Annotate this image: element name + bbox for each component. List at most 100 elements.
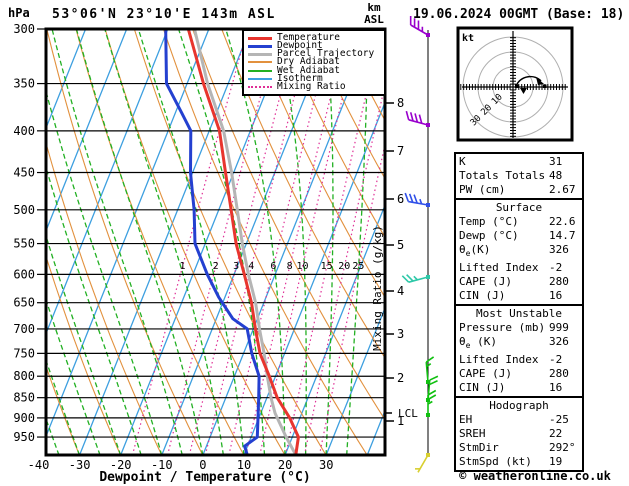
km-tick-label: 4 [397,284,404,298]
table-row-label: CAPE (J) [459,367,512,381]
pressure-tick-label: 600 [13,267,35,281]
dry-adiabat-line [46,364,81,455]
pressure-tick-label: 700 [13,322,35,336]
hodograph-marker [543,84,547,88]
pressure-tick-label: 900 [13,411,35,425]
temp-tick-label: -30 [69,458,91,472]
plot-border [44,27,387,457]
lcl-label: LCL [398,407,418,420]
asl-label: ASL [364,13,384,26]
pressure-tick-label: 300 [13,22,35,36]
dry-adiabat-line [308,29,385,180]
wet-adiabat-line [178,30,266,455]
table-row-value: 22.6 [549,215,576,228]
table-row: CAPE (J) 280 [459,367,579,381]
legend-item: Parcel Trajectory [248,49,384,59]
mixing-ratio-line [259,29,360,455]
table-row-label: CIN (J) [459,381,506,395]
table-row-value: 326 [549,335,569,349]
skewt-background: 1 2 3 4 6 8 10 15 20 25 [0,29,385,455]
table-row-value: 2.67 [549,183,576,196]
mixing-ratio-line [245,29,348,455]
wind-barb-full-tick [418,114,423,124]
km-tick-label: 8 [397,96,404,110]
wind-barb [409,16,430,37]
table-row-value: 280 [549,367,569,381]
legend-item: Mixing Ratio [248,82,384,91]
km-tick-label: 6 [397,192,404,206]
table-row: θe(K) 326 [459,243,579,261]
table-row-label: CAPE (J) [459,275,512,289]
legend-item: Wet Adiabat [248,65,384,75]
table-row-value: 16 [549,289,563,303]
isotherm-line [46,29,87,130]
table-row-label: CIN (J) [459,289,506,303]
pressure-tick-label: 400 [13,124,35,138]
wind-barb-full-tick [413,194,418,204]
wind-barb-staff [425,362,429,383]
wind-barb-half-tick [419,198,423,205]
isotherm-line [161,29,333,455]
mixing-ratio-tick-label: 8 [287,261,293,272]
km-label: km [367,1,381,14]
table-row: Dewp (°C) 14.7 [459,229,579,243]
dry-adiabat-line [279,29,385,239]
table-row-label: SREH [459,427,486,441]
table-row: PW (cm) 2.67 [459,183,579,197]
footer-credit: © weatheronline.co.uk [459,469,611,483]
temperature-curve [186,29,300,455]
pressure-axis-unit: hPa [8,6,30,20]
table-row-value: 280 [549,275,569,289]
hodograph-marker [520,88,527,94]
km-tick-label: 3 [397,327,404,341]
wind-barb-full-tick [409,112,414,122]
table-row-label: Totals Totals [459,169,546,182]
mixing-ratio-tick-label: 20 [338,261,350,272]
isotherm-line [0,29,3,455]
wind-barb-full-tick [406,274,414,282]
table-title: Most Unstable [475,307,563,321]
table-row-value: 999 [549,321,569,335]
table-row-label: K [459,155,466,168]
table-row-value: 31 [549,155,563,168]
table-row: Temp (°C) 22.6 [459,215,579,229]
wind-barb-full-tick [429,375,439,381]
wind-barb-full-tick [427,389,437,396]
km-tick-label: 7 [397,144,404,158]
wind-barb-full-tick [401,275,410,283]
temp-tick-label: 10 [237,458,251,472]
isotherm-line [46,29,128,233]
legend-item: Isotherm [248,74,384,83]
km-tick-label: 1 [397,414,404,428]
pressure-tick-label: 850 [13,391,35,405]
wind-barb-staff [410,24,429,36]
table-row-label: Temp (°C) [459,215,519,228]
mixing-ratio-line [166,29,280,455]
temp-tick-label: -40 [28,458,50,472]
wind-barb [401,274,430,283]
pressure-tick-label: 750 [13,346,35,360]
pressure-tick-label: 950 [13,430,35,444]
wet-adiabat-line [46,233,122,455]
temp-tick-label: 30 [319,458,333,472]
table-row-value: 16 [549,381,563,395]
dry-adiabat-line [250,29,385,299]
wind-barb-column [401,16,439,473]
legend-line-sample [248,44,272,48]
hodograph-marker [515,84,519,88]
isotherm-line [284,203,385,455]
table-row: EH -25 [459,413,579,427]
wind-barb-staff [417,454,429,473]
temp-tick-label: 20 [278,458,292,472]
mixing-ratio-axis-label: Mixing Ratio (g/kg) [371,225,384,351]
table-row-label: StmDir [459,441,499,455]
pressure-tick-label: 650 [13,296,35,310]
isotherm-line [46,29,210,439]
legend: Temperature Dewpoint Parcel Trajectory Dry … [242,29,386,96]
wind-barb-full-tick [425,356,435,363]
km-asl-axis-label: km ASL [358,2,390,26]
legend-item-label: Dewpoint [277,40,323,52]
wet-adiabat-line [104,30,225,455]
